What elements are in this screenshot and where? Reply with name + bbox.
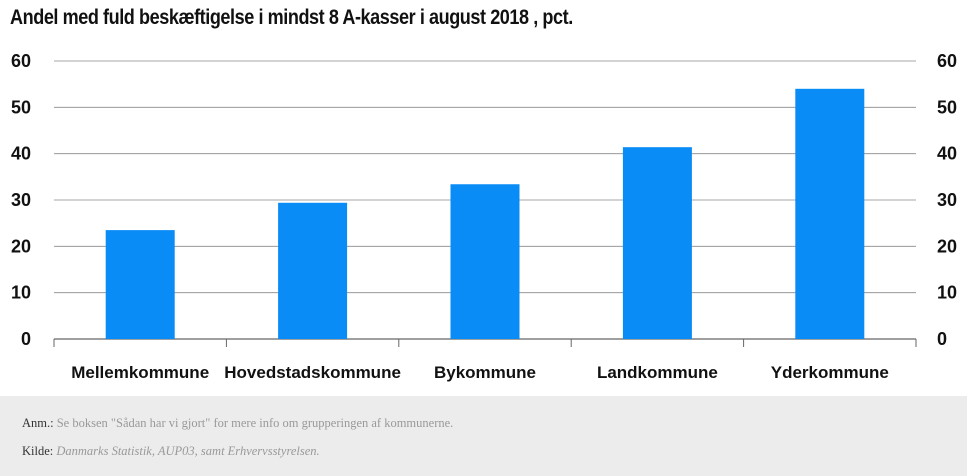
y-tick-label-right: 60 [937, 51, 957, 71]
chart-title: Andel med fuld beskæftigelse i mindst 8 … [10, 6, 573, 29]
x-category-label: Yderkommune [771, 363, 889, 382]
y-tick-label-left: 30 [11, 190, 31, 210]
y-tick-label-right: 40 [937, 144, 957, 164]
bar-chart: 0 10 20 30 40 50 60 0 10 20 30 40 50 60 Mellemkommun… [11, 51, 957, 382]
y-axis-left: 0 10 20 30 40 50 60 [11, 51, 31, 349]
note-anm: Anm.: Se boksen "Sådan har vi gjort" for… [22, 416, 453, 431]
note-source-label: Kilde: [22, 444, 54, 458]
x-category-label: Mellemkommune [71, 363, 209, 382]
y-tick-label-right: 10 [937, 283, 957, 303]
x-axis-labels: Mellemkommune Hovedstadskommune Bykommune L… [71, 363, 889, 382]
x-category-label: Bykommune [434, 363, 536, 382]
note-anm-label: Anm.: [22, 416, 54, 430]
y-tick-label-left: 20 [11, 236, 31, 256]
note-source-text: Danmarks Statistik, AUP03, samt Erhvervs… [56, 444, 320, 458]
y-tick-label-right: 20 [937, 236, 957, 256]
bar-hovedstadskommune [278, 202, 348, 339]
y-tick-label-left: 50 [11, 97, 31, 117]
y-tick-label-right: 0 [937, 329, 947, 349]
x-category-label: Hovedstadskommune [224, 363, 401, 382]
x-axis-ticks [53, 339, 917, 347]
y-tick-label-left: 60 [11, 51, 31, 71]
y-tick-label-right: 30 [937, 190, 957, 210]
bar-landkommune [622, 147, 692, 339]
bar-yderkommune [795, 88, 865, 339]
note-source: Kilde: Danmarks Statistik, AUP03, samt E… [22, 444, 320, 459]
y-tick-label-left: 0 [21, 329, 31, 349]
y-axis-right: 0 10 20 30 40 50 60 [937, 51, 957, 349]
bar-mellemkommune [105, 230, 175, 339]
y-tick-label-left: 10 [11, 283, 31, 303]
y-tick-label-left: 40 [11, 144, 31, 164]
footer-notes: Anm.: Se boksen "Sådan har vi gjort" for… [0, 396, 967, 476]
bars [105, 88, 865, 339]
bar-bykommune [450, 184, 520, 339]
y-tick-label-right: 50 [937, 97, 957, 117]
x-category-label: Landkommune [597, 363, 718, 382]
note-anm-text: Se boksen "Sådan har vi gjort" for mere … [56, 416, 454, 430]
